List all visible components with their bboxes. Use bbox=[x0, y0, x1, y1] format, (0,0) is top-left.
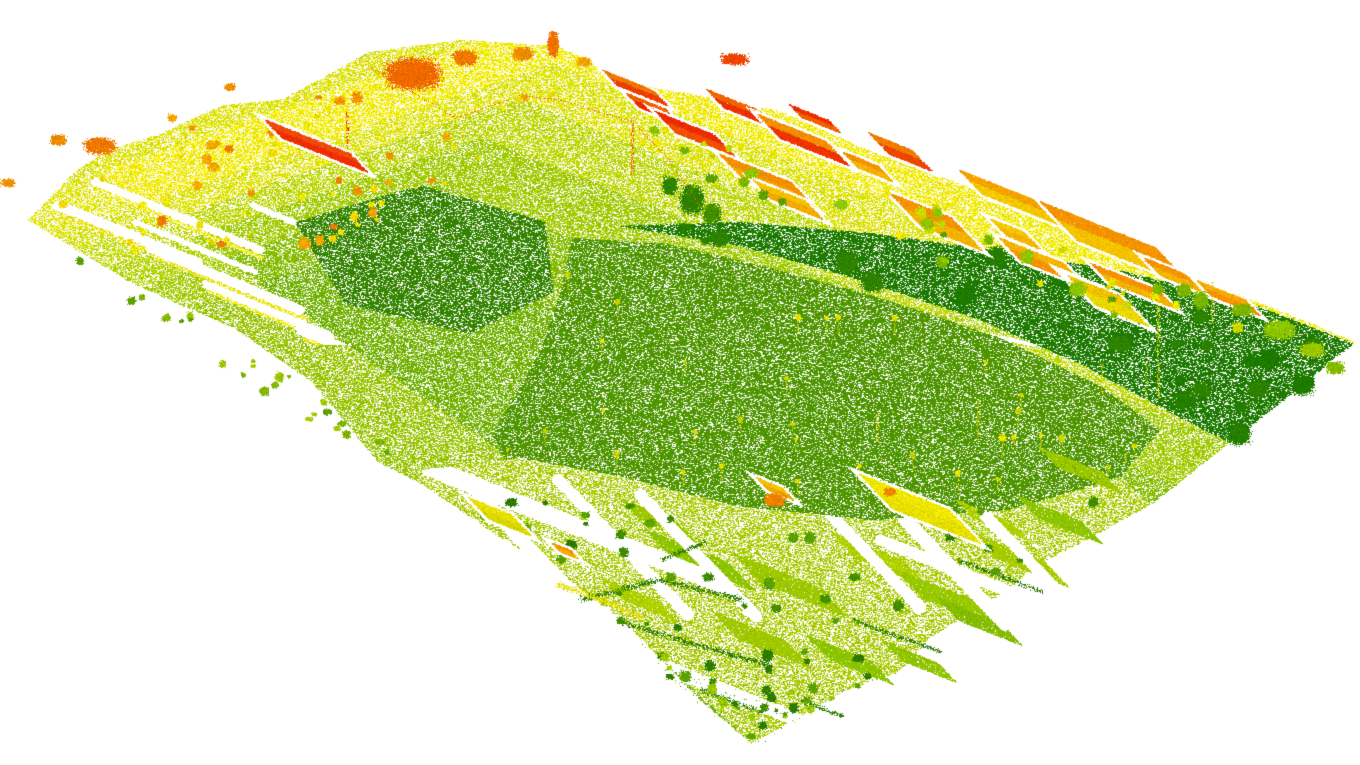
lidar-point-cloud-canvas[interactable] bbox=[0, 0, 1360, 765]
point-cloud-viewport bbox=[0, 0, 1360, 765]
